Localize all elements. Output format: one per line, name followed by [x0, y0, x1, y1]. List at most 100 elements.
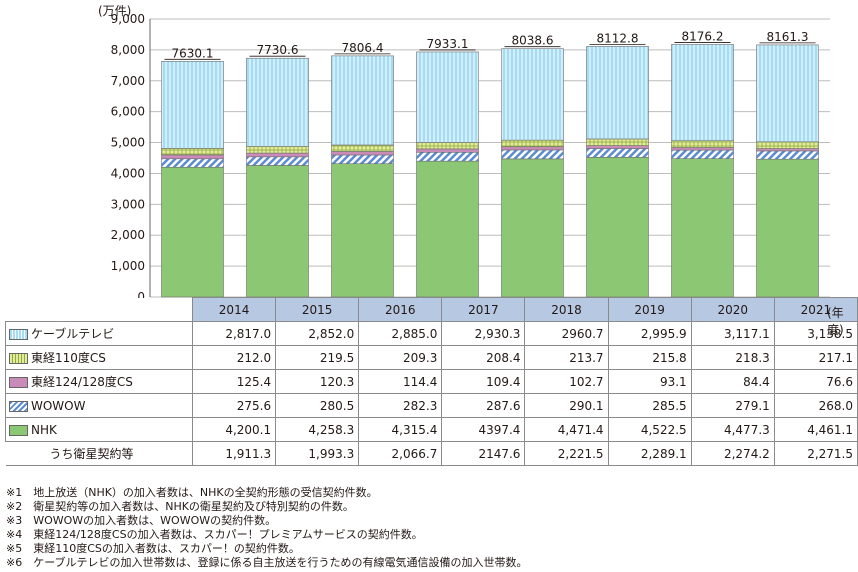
table-row: ケーブルテレビ 2,817.0 2,852.0 2,885.0 2,930.3 2960.… [4, 321, 858, 346]
table-row: NHK 4,200.1 4,258.3 4,315.4 4397.4 4,471.4 4,5… [4, 417, 858, 442]
value-cell: 4,258.3 [275, 417, 360, 442]
value-cell: 4,200.1 [192, 417, 277, 442]
value-cell: 208.4 [441, 345, 526, 370]
bar-segment [246, 165, 309, 298]
value-cell: 2,066.7 [358, 441, 443, 466]
bar-stack-group [161, 44, 819, 298]
series-name: WOWOW [31, 398, 86, 413]
value-cell: 209.3 [358, 345, 443, 370]
bar-segment [161, 158, 224, 168]
bar-segment [161, 148, 224, 156]
year-header-cell: 2021 [773, 297, 858, 322]
series-label-cell: ケーブルテレビ [4, 321, 194, 346]
bar-segment [501, 149, 564, 160]
y-tick-label: 8,000 [111, 43, 145, 57]
value-cell: 285.5 [607, 393, 692, 418]
bar-segment [501, 158, 564, 298]
value-cell: 2,995.9 [607, 321, 692, 346]
value-cell: 4,522.5 [607, 417, 692, 442]
value-cell: 3,138.5 [773, 321, 858, 346]
bar-segment [416, 151, 479, 162]
value-cell: 2147.6 [441, 441, 526, 466]
total-label: 8038.6 [512, 34, 554, 48]
value-cell: 4,477.3 [690, 417, 775, 442]
series-name: 東経124/128度CS [31, 375, 133, 389]
bar-segment [331, 163, 394, 298]
value-cell: 2,289.1 [607, 441, 692, 466]
data-table: 2014 2015 2016 2017 2018 2019 2020 2021 ケーブルテレビ 2… [4, 297, 858, 466]
value-cell: 125.4 [192, 369, 277, 394]
table-header-row: 2014 2015 2016 2017 2018 2019 2020 2021 [5, 297, 858, 322]
sub-row-label-cell: うち衛星契約等 [5, 441, 194, 466]
footnotes: ※1 地上放送（NHK）の加入者数は、NHKの全契約形態の受信契約件数。 ※2 衛… [6, 486, 528, 570]
legend-swatch [9, 353, 28, 364]
footnote: ※2 衛星契約等の加入者数は、NHKの衛星契約及び特別契約の件数。 [6, 500, 354, 513]
bar-segment [756, 141, 819, 149]
year-header-cell: 2014 [192, 297, 277, 322]
bar-segment [246, 57, 309, 147]
value-cell: 275.6 [192, 393, 277, 418]
value-cell: 4397.4 [441, 417, 526, 442]
bar-segment [671, 147, 734, 151]
bar-segment [331, 144, 394, 152]
bar-segment [246, 152, 309, 158]
bar-segment [756, 148, 819, 152]
value-cell: 84.4 [690, 369, 775, 394]
total-label: 8176.2 [682, 29, 724, 43]
value-cell: 282.3 [358, 393, 443, 418]
table-row: 東経124/128度CS 125.4 120.3 114.4 109.4 102.7 93.… [4, 369, 858, 394]
year-unit-label: (年度) [827, 306, 844, 337]
value-cell: 268.0 [773, 393, 858, 418]
footnote: ※6 ケーブルテレビの加入世帯数は、登録に係る自主放送を行うための有線電気通信設… [6, 556, 528, 569]
bar-segment [331, 151, 394, 156]
y-axis-unit-label: (万件) [98, 4, 132, 18]
value-cell: 102.7 [524, 369, 609, 394]
value-cell: 215.8 [607, 345, 692, 370]
series-name: NHK [31, 422, 57, 437]
value-cell: 2,221.5 [524, 441, 609, 466]
year-header-cell: 2017 [441, 297, 526, 322]
y-tick-label: 4,000 [111, 166, 145, 180]
bar-segment [416, 51, 479, 143]
bar-segment [161, 166, 224, 298]
header-blank [5, 297, 193, 322]
value-cell: 2960.7 [524, 321, 609, 346]
total-label: 7630.1 [172, 46, 214, 60]
y-tick-label: 7,000 [111, 74, 145, 88]
y-tick-label: 5,000 [111, 136, 145, 150]
value-cell: 219.5 [275, 345, 360, 370]
bar-segment [501, 139, 564, 148]
y-tick-label: 3,000 [111, 197, 145, 211]
value-cell: 279.1 [690, 393, 775, 418]
series-label-cell: NHK [4, 417, 194, 442]
footnote: ※4 東経124/128度CSの加入者数は、スカパー！プレミアムサービスの契約件… [6, 528, 423, 541]
bar-segment [586, 145, 649, 149]
legend-swatch [9, 377, 28, 388]
value-cell: 217.1 [773, 345, 858, 370]
year-header-cell: 2020 [690, 297, 775, 322]
bar-segment [246, 146, 309, 154]
bar-segment [671, 149, 734, 160]
value-cell: 93.1 [607, 369, 692, 394]
y-tick-label: 9,000 [111, 12, 145, 26]
y-tick-label: 2,000 [111, 228, 145, 242]
value-cell: 218.3 [690, 345, 775, 370]
series-name: ケーブルテレビ [31, 327, 115, 341]
value-cell: 1,993.3 [275, 441, 360, 466]
value-cell: 280.5 [275, 393, 360, 418]
total-label: 7806.4 [342, 41, 384, 55]
value-cell: 4,315.4 [358, 417, 443, 442]
value-cell: 120.3 [275, 369, 360, 394]
value-cell: 76.6 [773, 369, 858, 394]
value-cell: 4,461.1 [773, 417, 858, 442]
total-label: 8161.3 [767, 30, 809, 44]
total-label-group: 7630.1 7730.6 7806.4 7933.1 8038.6 8112.8 8176… [164, 29, 816, 60]
bar-segment [671, 140, 734, 148]
footnote: ※5 東経110度CSの加入者数は、スカパー！の契約件数。 [6, 542, 300, 555]
bar-segment [586, 148, 649, 158]
total-label: 7730.6 [257, 43, 299, 57]
y-tick-label: 6,000 [111, 105, 145, 119]
table-row: WOWOW 275.6 280.5 282.3 287.6 290.1 285.5 279.1… [4, 393, 858, 418]
bar-segment [161, 61, 224, 149]
year-header-cell: 2016 [358, 297, 443, 322]
